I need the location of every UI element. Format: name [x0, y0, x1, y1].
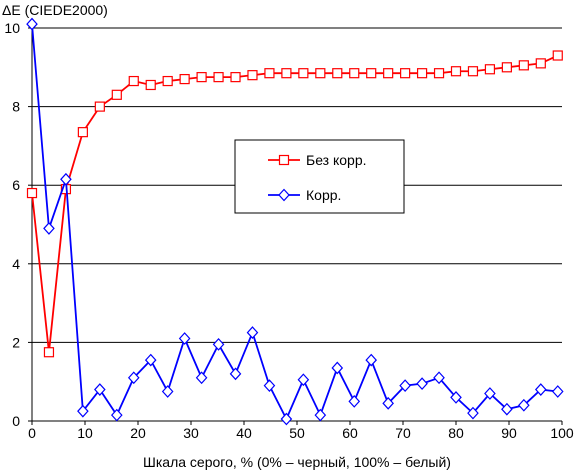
series-2-point-11: [212, 337, 225, 351]
x-tick-label-90: 90: [501, 425, 517, 441]
series-1-point-18: [332, 68, 343, 79]
series-2-point-14: [263, 379, 276, 393]
series-2-point-30: [534, 383, 547, 396]
series-2-point-7: [144, 353, 157, 367]
x-axis-title: Шкала серого, % (0% – черный, 100% – бел…: [143, 454, 451, 470]
series-2-point-22: [399, 379, 411, 393]
series-1-point-21: [383, 68, 394, 79]
series-layer: [26, 17, 564, 426]
legend-label-1: Без корр.: [306, 152, 367, 168]
series-2-point-4: [94, 383, 106, 396]
series-2-point-15: [280, 412, 293, 426]
series-1-point-20: [366, 68, 377, 79]
legend-marker-2: [278, 188, 290, 202]
y-tick-label-0: 0: [12, 413, 20, 429]
series-1-point-22: [400, 68, 411, 79]
series-1-point-6: [128, 75, 139, 87]
series-1-point-29: [518, 60, 529, 71]
x-tick-label-0: 0: [28, 425, 36, 441]
x-tick-label-40: 40: [236, 425, 252, 441]
series-2-point-28: [501, 402, 513, 416]
series-1-point-8: [162, 75, 173, 87]
series-1-point-3: [77, 127, 88, 138]
series-1-point-5: [111, 89, 122, 100]
legend-marker-1: [278, 154, 290, 166]
series-2-point-2: [60, 172, 72, 186]
series-1-point-0: [26, 187, 38, 199]
series-2-point-9: [178, 332, 191, 345]
x-tick-label-70: 70: [395, 425, 411, 441]
y-axis-title: ΔE (CIEDE2000): [2, 2, 108, 18]
series-1: [26, 50, 563, 358]
series-2-point-21: [382, 396, 394, 410]
series-2: [26, 17, 564, 426]
series-1-point-9: [179, 73, 190, 85]
series-2-point-25: [450, 391, 462, 404]
series-1-point-10: [196, 72, 207, 83]
x-tick-label-80: 80: [448, 425, 464, 441]
series-1-point-17: [315, 68, 326, 79]
legend-label-2: Корр.: [306, 187, 341, 203]
series-2-point-16: [297, 373, 310, 387]
x-tick-label-30: 30: [183, 425, 199, 441]
x-tick-label-10: 10: [77, 425, 93, 441]
x-tick-label-50: 50: [289, 425, 305, 441]
series-2-line: [31, 23, 558, 422]
series-1-point-25: [450, 66, 462, 77]
legend-box: [234, 139, 405, 214]
series-1-point-31: [552, 50, 563, 61]
series-1-point-23: [416, 68, 428, 79]
y-tick-label-4: 4: [12, 256, 20, 272]
series-1-point-26: [467, 66, 479, 77]
x-tick-labels: 0 10 20 30 40 50 60 70 80 90 100: [28, 421, 574, 441]
series-1-point-24: [433, 68, 445, 79]
series-2-point-5: [110, 408, 123, 422]
series-1-point-30: [535, 58, 546, 69]
series-1-point-19: [349, 68, 360, 79]
series-1-point-7: [145, 79, 156, 91]
series-2-point-10: [195, 371, 208, 385]
y-tick-label-2: 2: [12, 334, 20, 350]
series-2-point-20: [365, 353, 378, 367]
series-1-point-4: [94, 101, 105, 112]
series-1-point-16: [298, 68, 309, 79]
series-2-point-27: [484, 387, 496, 400]
y-tick-label-8: 8: [12, 99, 20, 115]
x-tick-label-20: 20: [130, 425, 146, 441]
series-2-point-23: [416, 377, 428, 391]
series-1-point-27: [484, 64, 496, 75]
series-2-point-29: [518, 398, 530, 412]
x-tick-label-60: 60: [342, 425, 358, 441]
series-2-point-26: [467, 406, 479, 420]
y-tick-label-6: 6: [12, 177, 20, 193]
series-2-point-13: [246, 326, 259, 339]
series-1-point-15: [281, 68, 292, 79]
series-2-point-24: [433, 371, 445, 385]
series-2-point-18: [331, 361, 344, 375]
series-2-point-0: [26, 17, 38, 31]
series-1-point-13: [247, 70, 258, 81]
series-2-point-17: [314, 408, 327, 422]
axes: [31, 28, 562, 422]
series-2-point-8: [161, 385, 174, 398]
x-tick-label-100: 100: [550, 425, 574, 441]
series-2-point-12: [229, 367, 242, 381]
series-2-point-6: [127, 371, 140, 385]
series-2-point-3: [77, 404, 89, 418]
legend: Без корр. Корр.: [234, 139, 405, 214]
y-tick-labels: 0 2 4 6 8 10: [4, 20, 32, 429]
series-1-point-14: [264, 68, 275, 79]
series-2-point-31: [551, 385, 564, 398]
series-1-point-11: [213, 72, 224, 83]
y-tick-label-10: 10: [4, 20, 20, 36]
series-1-point-12: [230, 72, 241, 83]
series-1-point-1: [43, 347, 55, 358]
series-2-point-19: [348, 394, 361, 408]
series-2-point-1: [43, 222, 55, 235]
series-1-point-28: [501, 62, 512, 73]
